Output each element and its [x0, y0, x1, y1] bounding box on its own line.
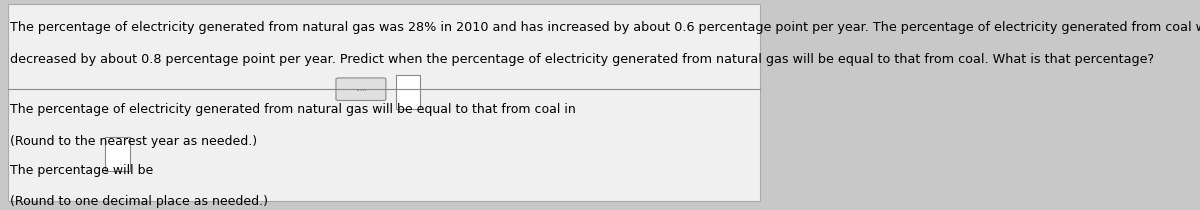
Text: .: . — [420, 102, 424, 116]
Text: .....: ..... — [355, 84, 367, 93]
FancyBboxPatch shape — [336, 78, 386, 101]
FancyBboxPatch shape — [396, 75, 420, 109]
Text: (Round to the nearest year as needed.): (Round to the nearest year as needed.) — [10, 135, 257, 148]
Text: The percentage will be: The percentage will be — [10, 164, 157, 177]
FancyBboxPatch shape — [106, 137, 130, 171]
FancyBboxPatch shape — [7, 4, 761, 201]
Text: (Round to one decimal place as needed.): (Round to one decimal place as needed.) — [10, 195, 268, 208]
Text: The percentage of electricity generated from natural gas was 28% in 2010 and has: The percentage of electricity generated … — [10, 21, 1200, 34]
Text: decreased by about 0.8 percentage point per year. Predict when the percentage of: decreased by about 0.8 percentage point … — [10, 53, 1154, 66]
Text: The percentage of electricity generated from natural gas will be equal to that f: The percentage of electricity generated … — [10, 102, 580, 116]
